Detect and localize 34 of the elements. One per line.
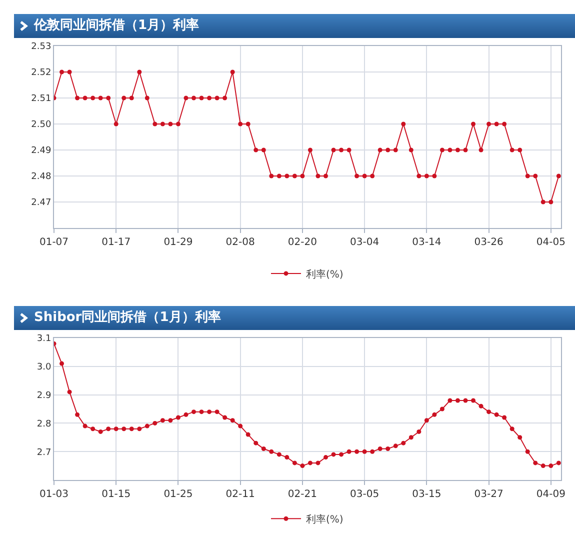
y-tick-label: 2.8 xyxy=(36,419,52,430)
x-tick-label: 01-17 xyxy=(102,237,131,248)
x-tick-label: 04-05 xyxy=(536,237,566,248)
x-tick-label: 01-29 xyxy=(164,237,193,248)
x-tick-label: 04-09 xyxy=(536,489,566,500)
x-tick-label: 03-26 xyxy=(474,237,504,248)
x-tick-label: 03-27 xyxy=(474,489,504,500)
y-tick-label: 2.7 xyxy=(36,448,52,458)
y-tick-label: 2.53 xyxy=(31,42,52,52)
y-tick-label: 2.48 xyxy=(31,172,52,182)
y-tick-label: 3.1 xyxy=(36,334,52,344)
x-tick-label: 03-15 xyxy=(412,489,442,500)
x-tick-label: 01-07 xyxy=(39,237,69,248)
y-tick-label: 2.47 xyxy=(31,198,52,208)
legend-label: 利率(%) xyxy=(306,514,344,526)
x-tick-label: 03-04 xyxy=(350,237,380,248)
y-tick-label: 2.52 xyxy=(31,68,52,78)
y-tick-label: 2.9 xyxy=(36,390,52,401)
x-tick-label: 02-11 xyxy=(226,489,255,500)
x-tick-label: 02-21 xyxy=(288,489,317,500)
x-tick-label: 03-05 xyxy=(350,489,380,500)
legend-label: 利率(%) xyxy=(306,268,344,280)
x-tick-label: 02-08 xyxy=(226,237,255,248)
y-tick-label: 3.0 xyxy=(36,362,52,373)
x-tick-label: 01-03 xyxy=(39,489,69,500)
x-tick-label: 02-20 xyxy=(288,237,317,248)
y-tick-label: 2.51 xyxy=(31,94,52,104)
x-tick-label: 03-14 xyxy=(412,237,442,248)
y-tick-label: 2.49 xyxy=(31,146,52,156)
chart-title: 伦敦同业间拆借（1月）利率 xyxy=(34,18,200,33)
x-tick-label: 01-15 xyxy=(102,489,131,500)
chart-title: Shibor同业间拆借（1月）利率 xyxy=(34,310,221,325)
x-tick-label: 01-25 xyxy=(164,489,193,500)
text: 2.50 xyxy=(31,120,52,130)
